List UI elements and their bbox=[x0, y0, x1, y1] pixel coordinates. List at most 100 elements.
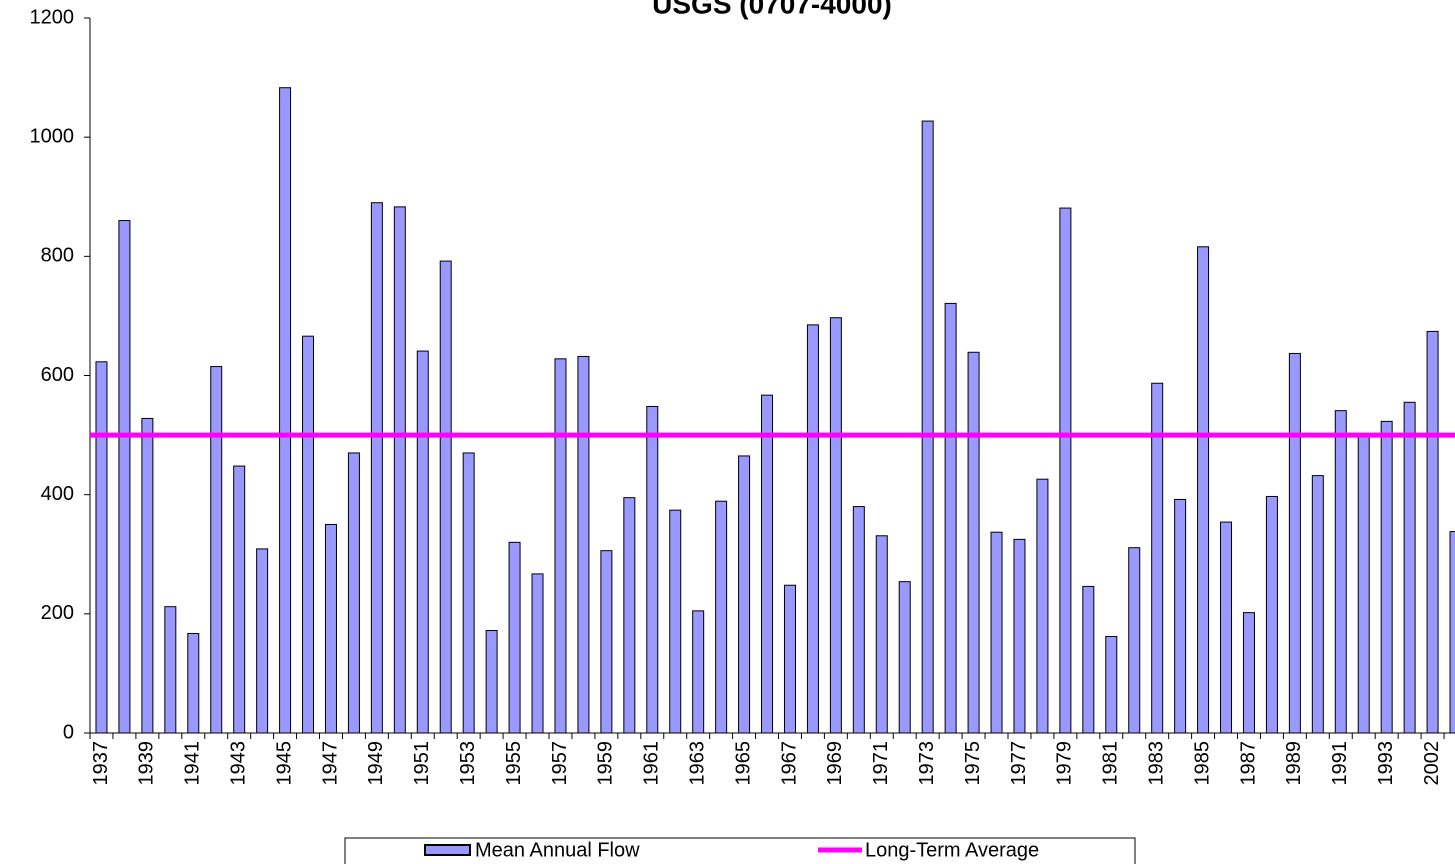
x-tick-label: 1941 bbox=[182, 741, 204, 786]
x-tick-label: 1945 bbox=[273, 741, 295, 786]
legend-label: Mean Annual Flow bbox=[475, 839, 640, 861]
y-tick-label: 200 bbox=[41, 602, 74, 624]
bar bbox=[1265, 495, 1278, 734]
x-tick-label: 1965 bbox=[732, 741, 754, 786]
bar bbox=[508, 541, 521, 734]
bar bbox=[118, 220, 131, 734]
x-tick-label: 1963 bbox=[686, 741, 708, 786]
bar bbox=[1220, 521, 1233, 734]
bar bbox=[1288, 352, 1301, 734]
x-tick-label: 1993 bbox=[1375, 741, 1397, 786]
x-tick-label: 1939 bbox=[136, 741, 158, 786]
x-tick-label: 1937 bbox=[90, 741, 112, 786]
bar bbox=[1197, 246, 1210, 734]
bar bbox=[95, 361, 108, 734]
x-tick-label: 1975 bbox=[962, 741, 984, 786]
bar bbox=[279, 87, 292, 734]
bar bbox=[347, 452, 360, 734]
x-tick-label: 2002 bbox=[1421, 741, 1443, 786]
x-tick-label: 1987 bbox=[1237, 741, 1259, 786]
bar bbox=[806, 324, 819, 734]
bar bbox=[439, 260, 452, 734]
legend-label: Long-Term Average bbox=[865, 839, 1039, 861]
bar bbox=[1403, 401, 1416, 734]
bar bbox=[302, 335, 315, 734]
bar bbox=[921, 120, 934, 734]
x-tick-label: 1953 bbox=[457, 741, 479, 786]
bar bbox=[531, 573, 544, 734]
bar bbox=[1036, 478, 1049, 734]
bar bbox=[1380, 420, 1393, 734]
bar bbox=[1311, 475, 1324, 734]
x-tick-label: 1981 bbox=[1100, 741, 1122, 786]
bar bbox=[783, 584, 796, 734]
bar bbox=[967, 351, 980, 734]
bar bbox=[646, 405, 659, 734]
y-tick-label: 600 bbox=[41, 364, 74, 386]
bar bbox=[210, 366, 223, 734]
bar bbox=[623, 497, 636, 734]
bar bbox=[164, 606, 177, 734]
bar bbox=[1059, 207, 1072, 734]
bar bbox=[692, 610, 705, 734]
bar bbox=[1242, 612, 1255, 734]
bar bbox=[554, 358, 567, 734]
x-tick-label: 1949 bbox=[365, 741, 387, 786]
bar bbox=[485, 630, 498, 734]
bar bbox=[944, 302, 957, 734]
bar bbox=[1357, 436, 1370, 734]
bar bbox=[370, 202, 383, 734]
x-tick-label: 1955 bbox=[503, 741, 525, 786]
y-tick-label: 400 bbox=[41, 483, 74, 505]
x-tick-label: 1951 bbox=[411, 741, 433, 786]
bar bbox=[738, 455, 751, 734]
bar bbox=[852, 506, 865, 734]
bar bbox=[829, 317, 842, 734]
legend-box bbox=[344, 837, 1136, 864]
bar bbox=[898, 581, 911, 734]
bar bbox=[416, 350, 429, 734]
bar bbox=[715, 500, 728, 734]
bar bbox=[324, 523, 337, 734]
x-tick-label: 1959 bbox=[595, 741, 617, 786]
x-tick-label: 1991 bbox=[1329, 741, 1351, 786]
bar bbox=[1013, 538, 1026, 734]
bar bbox=[761, 394, 774, 734]
bar bbox=[1334, 410, 1347, 734]
x-tick-label: 1973 bbox=[916, 741, 938, 786]
bar bbox=[462, 452, 475, 734]
y-tick-label: 800 bbox=[41, 245, 74, 267]
x-tick-label: 1971 bbox=[870, 741, 892, 786]
x-tick-label: 1989 bbox=[1283, 741, 1305, 786]
bar bbox=[1105, 635, 1118, 734]
bar bbox=[393, 206, 406, 734]
y-tick-label: 1200 bbox=[30, 6, 75, 28]
bar bbox=[990, 531, 1003, 734]
bar bbox=[1128, 547, 1141, 734]
y-tick-label: 1000 bbox=[30, 125, 75, 147]
bar bbox=[256, 548, 269, 734]
x-tick-label: 1957 bbox=[549, 741, 571, 786]
bar bbox=[669, 509, 682, 734]
x-tick-label: 1961 bbox=[641, 741, 663, 786]
x-tick-label: 1967 bbox=[778, 741, 800, 786]
y-tick-label: 0 bbox=[63, 721, 74, 743]
x-tick-label: 1947 bbox=[319, 741, 341, 786]
bar bbox=[1082, 585, 1095, 734]
bar bbox=[187, 632, 200, 734]
legend-swatch bbox=[424, 844, 471, 856]
bar bbox=[875, 535, 888, 734]
bar bbox=[1174, 498, 1187, 734]
bar bbox=[1426, 330, 1439, 734]
x-tick-label: 1977 bbox=[1008, 741, 1030, 786]
x-tick-label: 1985 bbox=[1191, 741, 1213, 786]
x-tick-label: 1969 bbox=[824, 741, 846, 786]
bar bbox=[233, 465, 246, 734]
bar bbox=[577, 355, 590, 734]
x-tick-label: 1979 bbox=[1054, 741, 1076, 786]
bar bbox=[141, 417, 154, 734]
x-tick-label: 1943 bbox=[227, 741, 249, 786]
bar bbox=[600, 550, 613, 734]
